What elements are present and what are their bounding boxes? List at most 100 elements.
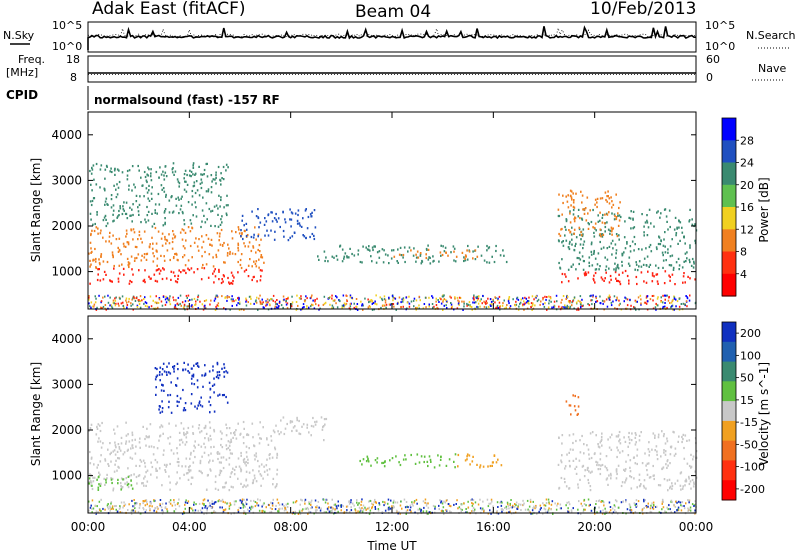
power-ground-cell	[98, 294, 100, 297]
velocity-ground-cell	[331, 508, 334, 511]
power-ground-cell	[548, 302, 550, 305]
velocity-ground-cell	[357, 503, 359, 506]
power-cell	[130, 229, 133, 232]
velocity-cell	[254, 477, 256, 480]
velocity-cell	[573, 405, 576, 408]
velocity-ground-cell	[413, 500, 416, 503]
power-ground-cell	[114, 297, 116, 300]
power-ground-cell	[408, 302, 411, 305]
power-ground-cell	[615, 299, 617, 302]
power-ground-cell	[197, 307, 199, 310]
power-cell	[476, 255, 479, 258]
power-cell	[455, 255, 458, 258]
velocity-cell	[246, 455, 248, 458]
power-cell	[626, 242, 628, 245]
velocity-cell	[229, 452, 232, 455]
velocity-cell	[178, 400, 180, 404]
power-ground-cell	[295, 301, 298, 303]
velocity-cell	[229, 449, 231, 452]
power-ground-cell	[203, 300, 206, 302]
velocity-cell	[586, 444, 588, 447]
velocity-cell	[247, 458, 249, 461]
velocity-cell	[284, 427, 287, 430]
power-cell	[171, 237, 174, 240]
velocity-cell	[577, 483, 579, 486]
velocity-ground-cell	[547, 510, 549, 512]
velocity-cell	[648, 454, 650, 457]
power-cell	[621, 264, 623, 267]
power-ground-cell	[678, 297, 681, 300]
power-ground-cell	[356, 309, 359, 311]
velocity-cell	[179, 477, 181, 480]
power-cell	[118, 248, 121, 251]
velocity-xtick-label: 12:00	[375, 520, 410, 534]
velocity-cell	[643, 479, 646, 482]
power-ground-cell	[157, 306, 159, 309]
velocity-ground-cell	[420, 508, 422, 511]
power-ground-cell	[278, 301, 281, 304]
power-cell	[215, 255, 218, 259]
velocity-cell	[657, 436, 660, 439]
power-cell	[257, 235, 259, 238]
power-cell	[225, 163, 228, 166]
velocity-cell	[239, 467, 242, 470]
velocity-ground-cell	[681, 501, 684, 504]
velocity-ground-cell	[153, 500, 155, 503]
velocity-cell	[131, 457, 134, 460]
velocity-ground-cell	[565, 504, 567, 507]
velocity-cell	[664, 453, 667, 456]
velocity-ground-cell	[350, 499, 352, 502]
power-cell	[612, 203, 615, 206]
velocity-cell	[168, 371, 170, 374]
velocity-cell	[294, 425, 296, 428]
velocity-ground-cell	[186, 502, 189, 504]
velocity-cell	[132, 446, 134, 450]
power-ground-cell	[302, 303, 305, 306]
power-ground-cell	[375, 294, 377, 297]
velocity-cell	[184, 368, 187, 371]
velocity-ground-cell	[350, 509, 353, 512]
power-cell	[137, 210, 140, 213]
power-cell	[181, 195, 183, 198]
velocity-cell	[216, 374, 219, 377]
power-ground-cell	[592, 294, 594, 297]
power-cell	[155, 269, 158, 272]
power-cell	[174, 274, 176, 278]
velocity-cell	[213, 428, 215, 432]
power-cell	[662, 244, 665, 247]
velocity-cell	[176, 471, 178, 474]
velocity-cell	[161, 383, 163, 386]
power-cell	[587, 271, 590, 274]
power-cell	[152, 252, 154, 255]
power-cell	[283, 235, 285, 238]
velocity-ground-cell	[155, 510, 158, 513]
power-cell	[587, 222, 590, 225]
power-cell	[99, 186, 101, 189]
power-ground-cell	[680, 303, 683, 305]
velocity-ground-cell	[261, 510, 264, 513]
power-ground-cell	[595, 297, 597, 300]
velocity-cell	[247, 433, 250, 437]
power-cell	[604, 256, 606, 259]
velocity-ground-cell	[308, 501, 310, 504]
power-cell	[162, 187, 165, 190]
velocity-cell	[610, 477, 612, 480]
velocity-cell	[312, 425, 315, 428]
power-ground-cell	[245, 299, 248, 302]
velocity-cell	[122, 478, 124, 481]
power-cell	[231, 252, 234, 255]
velocity-ground-cell	[349, 511, 351, 514]
power-cell	[119, 207, 122, 210]
power-cell	[582, 243, 585, 246]
power-ground-cell	[371, 308, 374, 311]
velocity-ground-cell	[238, 506, 241, 509]
velocity-ground-cell	[534, 507, 536, 510]
velocity-cell	[673, 454, 676, 457]
power-ground-cell	[164, 303, 167, 306]
velocity-ground-cell	[509, 510, 511, 513]
power-cell	[191, 189, 194, 193]
velocity-ground-cell	[359, 508, 362, 511]
power-ground-cell	[88, 298, 90, 301]
velocity-ground-cell	[281, 507, 283, 510]
velocity-cell	[423, 460, 425, 464]
